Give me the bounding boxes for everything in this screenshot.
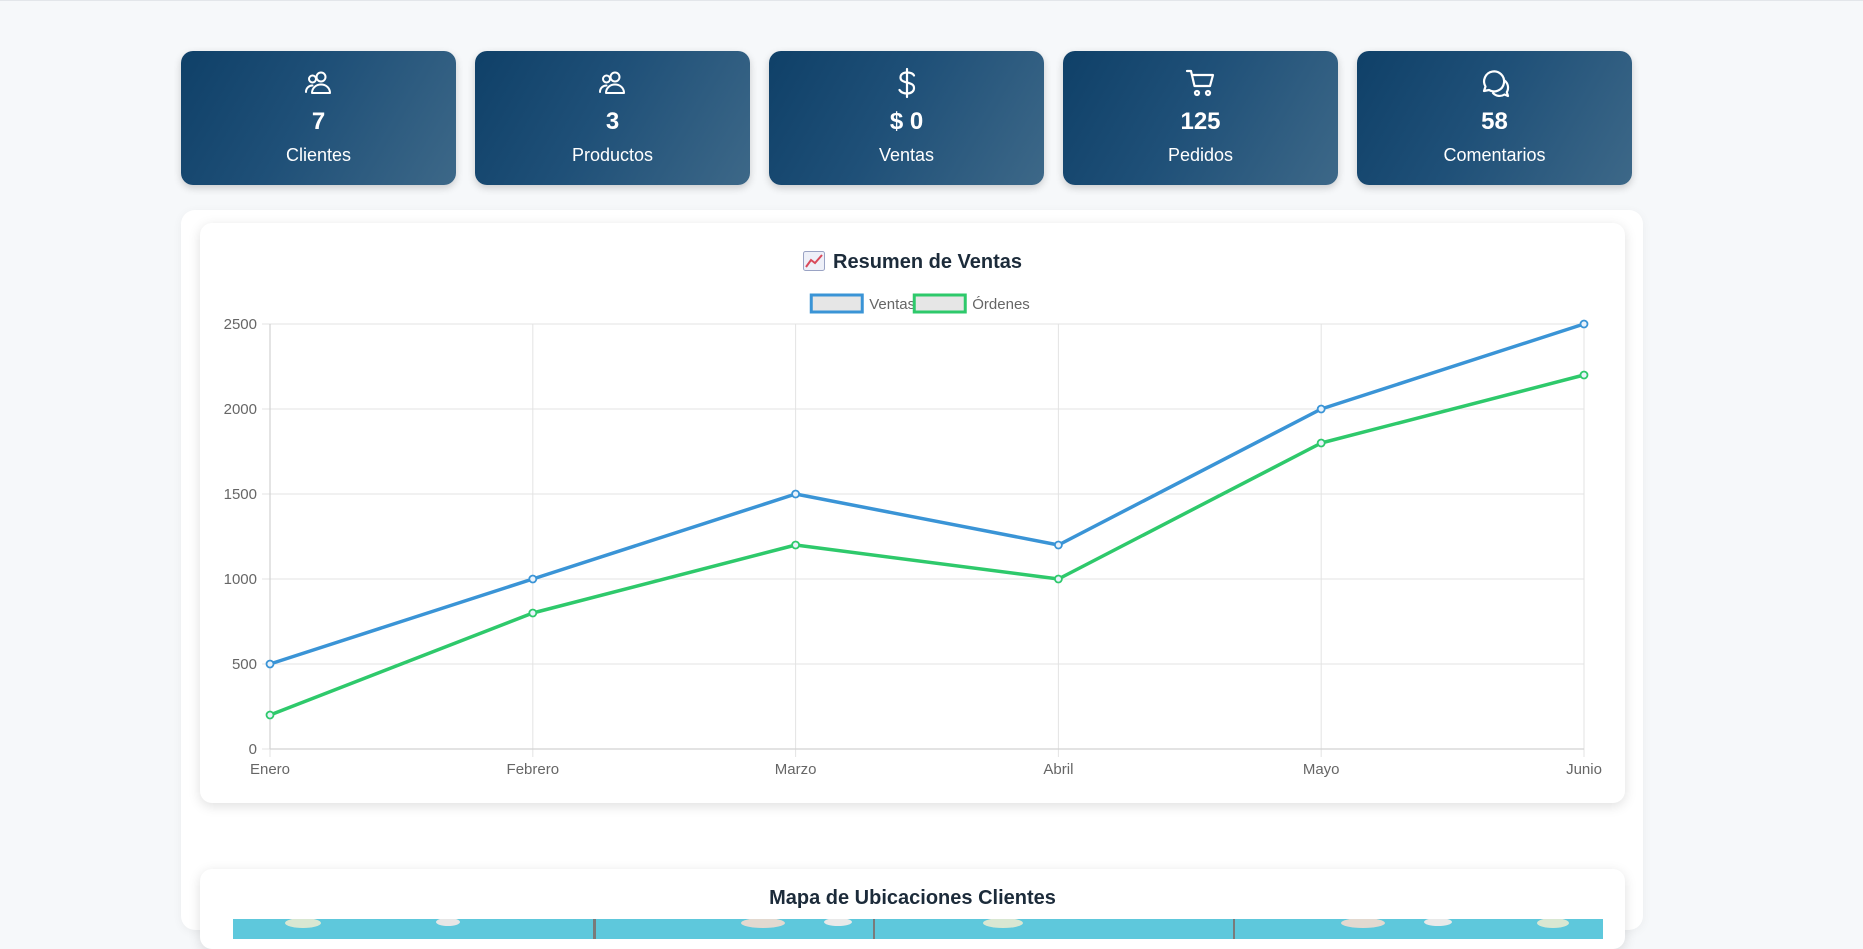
chart-title-text: Resumen de Ventas: [833, 251, 1022, 273]
x-tick-label: Febrero: [507, 761, 560, 778]
legend-swatch-1: [912, 293, 967, 314]
data-point: [528, 574, 538, 584]
legend-swatch-0: [809, 293, 864, 314]
sales-line-chart: 0 500 1000 1500 2000 2500 Enero Febrero Marzo Abr…: [224, 293, 1602, 778]
stat-label: Pedidos: [1167, 145, 1234, 165]
data-point: [1054, 540, 1063, 550]
dollar-icon: [891, 67, 923, 99]
data-point: [528, 608, 538, 618]
data-point: [265, 710, 275, 720]
y-tick-label: 1000: [224, 571, 257, 588]
y-tick-label: 500: [232, 656, 257, 673]
x-tick-label: Marzo: [775, 761, 817, 778]
x-tick-label: Abril: [1043, 761, 1073, 778]
data-point: [791, 489, 800, 499]
users-icon: [597, 67, 629, 99]
series-line-0: [269, 322, 1585, 666]
stat-value: $ 0: [889, 108, 924, 135]
stat-label: Ventas: [878, 145, 935, 165]
data-point: [1316, 404, 1326, 414]
stat-card-productos[interactable]: 3 Productos: [475, 51, 750, 185]
data-point: [791, 540, 800, 550]
legend-label: Órdenes: [972, 296, 1030, 313]
data-point: [1579, 370, 1589, 380]
map-title: Mapa de Ubicaciones Clientes: [769, 887, 1056, 909]
stat-card-comentarios[interactable]: 58 Comentarios: [1357, 51, 1632, 185]
legend-label: Ventas: [869, 296, 915, 313]
data-point: [265, 659, 275, 669]
y-tick-label: 2500: [224, 316, 257, 333]
sales-chart-card: Resumen de Ventas 0 500 1000 1500 2000 2500 En…: [200, 223, 1625, 803]
customer-map[interactable]: [233, 919, 1603, 939]
stat-label: Comentarios: [1443, 145, 1546, 165]
data-point: [1054, 574, 1063, 584]
chart-title: Resumen de Ventas: [200, 249, 1625, 275]
stat-value: 125: [1180, 108, 1221, 135]
stat-label: Productos: [571, 145, 654, 165]
y-tick-label: 1500: [224, 486, 257, 503]
stat-card-ventas[interactable]: $ 0 Ventas: [769, 51, 1044, 185]
data-point: [1316, 438, 1326, 448]
data-point: [1579, 319, 1589, 329]
y-tick-label: 2000: [224, 401, 257, 418]
stat-value: 7: [311, 108, 326, 135]
stat-card-clientes[interactable]: 7 Clientes: [181, 51, 456, 185]
stat-cards: 7 Clientes 3 Productos $ 0 Ventas 125 Pe…: [181, 51, 1632, 185]
x-tick-label: Mayo: [1303, 761, 1340, 778]
stat-label: Clientes: [285, 145, 352, 165]
chart-increasing-icon: [803, 251, 826, 271]
stat-value: 58: [1481, 108, 1508, 135]
users-icon: [303, 67, 335, 99]
x-tick-label: Junio: [1566, 761, 1602, 778]
x-tick-label: Enero: [250, 761, 290, 778]
cart-icon: [1185, 67, 1217, 99]
stat-value: 3: [605, 108, 620, 135]
stat-card-pedidos[interactable]: 125 Pedidos: [1063, 51, 1338, 185]
chat-icon: [1479, 67, 1511, 99]
map-card: Mapa de Ubicaciones Clientes: [200, 869, 1625, 949]
series-line-1: [269, 373, 1585, 717]
y-tick-label: 0: [249, 741, 257, 758]
